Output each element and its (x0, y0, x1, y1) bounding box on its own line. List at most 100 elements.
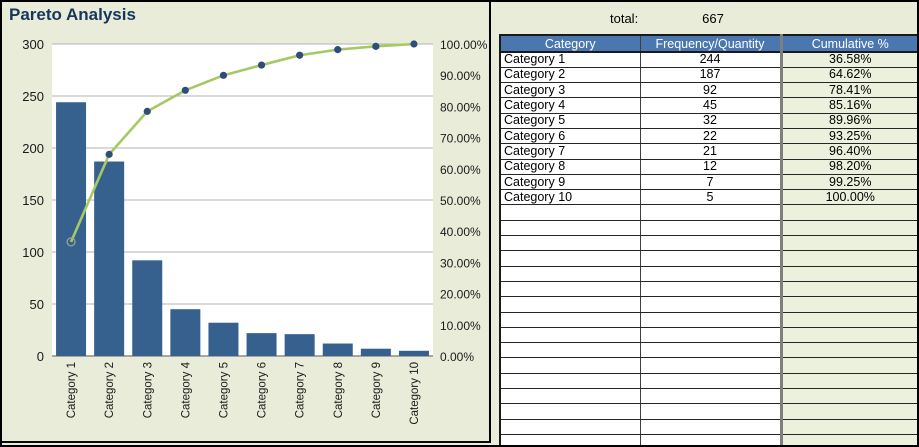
cell-frequency[interactable] (640, 388, 783, 405)
x-axis-category-label: Category 8 (333, 362, 345, 418)
cell-category[interactable] (500, 357, 641, 374)
cell-frequency[interactable] (640, 266, 783, 282)
pareto-bar (132, 260, 163, 356)
cell-cumulative[interactable]: 85.16% (781, 97, 917, 114)
cell-cumulative[interactable] (781, 403, 917, 420)
cell-frequency[interactable]: 5 (640, 189, 783, 206)
cell-frequency[interactable] (640, 357, 783, 374)
header-cell-frequency[interactable]: Frequency/Quantity (640, 35, 783, 53)
cell-cumulative[interactable] (781, 266, 917, 282)
cell-category[interactable]: Category 9 (500, 174, 641, 191)
cumulative-point (105, 150, 113, 158)
table-row (500, 419, 917, 435)
cell-cumulative[interactable]: 96.40% (781, 143, 917, 160)
cell-category[interactable] (500, 419, 641, 435)
cell-category[interactable]: Category 10 (500, 189, 641, 206)
cell-frequency[interactable]: 22 (640, 128, 783, 145)
cell-frequency[interactable]: 7 (640, 174, 783, 191)
x-axis-category-label: Category 2 (104, 362, 116, 418)
cell-category[interactable]: Category 6 (500, 128, 641, 145)
cell-category[interactable] (500, 235, 641, 252)
cell-frequency[interactable] (640, 342, 783, 359)
cell-frequency[interactable]: 32 (640, 113, 783, 129)
cell-cumulative[interactable]: 93.25% (781, 128, 917, 145)
x-axis-category-label: Category 1 (66, 362, 78, 418)
cell-frequency[interactable] (640, 312, 783, 328)
cell-category[interactable]: Category 4 (500, 97, 641, 114)
cell-frequency[interactable] (640, 373, 783, 390)
table-row (500, 204, 917, 221)
cell-category[interactable] (500, 266, 641, 282)
cell-cumulative[interactable] (781, 373, 917, 390)
header-cell-cumulative[interactable]: Cumulative % (781, 35, 917, 53)
cell-cumulative[interactable]: 99.25% (781, 174, 917, 191)
cell-category[interactable] (500, 220, 641, 237)
cell-frequency[interactable]: 12 (640, 159, 783, 175)
cell-cumulative[interactable] (781, 327, 917, 344)
cell-category[interactable]: Category 8 (500, 159, 641, 175)
cell-category[interactable]: Category 3 (500, 82, 641, 99)
cell-category[interactable] (500, 327, 641, 344)
cell-frequency[interactable] (640, 204, 783, 221)
cell-frequency[interactable] (640, 296, 783, 313)
total-value-cell[interactable]: 667 (702, 11, 724, 26)
cell-cumulative[interactable]: 64.62% (781, 67, 917, 84)
cell-category[interactable] (500, 342, 641, 359)
cell-cumulative[interactable] (781, 235, 917, 252)
cell-frequency[interactable] (640, 235, 783, 252)
cell-category[interactable] (500, 373, 641, 390)
cell-cumulative[interactable] (781, 357, 917, 374)
cell-category[interactable]: Category 7 (500, 143, 641, 160)
cell-frequency[interactable]: 92 (640, 82, 783, 99)
cell-category[interactable] (500, 281, 641, 298)
cell-frequency[interactable]: 21 (640, 143, 783, 160)
cell-cumulative[interactable] (781, 296, 917, 313)
cell-category[interactable] (500, 296, 641, 313)
header-cell-category[interactable]: Category (500, 35, 641, 53)
table-row (500, 373, 917, 390)
cell-cumulative[interactable]: 78.41% (781, 82, 917, 99)
cell-frequency[interactable]: 187 (640, 67, 783, 84)
cell-frequency[interactable] (640, 403, 783, 420)
cumulative-point (296, 51, 304, 59)
cell-category[interactable] (500, 388, 641, 405)
cell-frequency[interactable] (640, 327, 783, 344)
cell-category[interactable] (500, 403, 641, 420)
cell-category[interactable]: Category 1 (500, 52, 641, 68)
x-axis-category-label: Category 4 (180, 361, 192, 418)
cell-cumulative[interactable] (781, 281, 917, 298)
cell-cumulative[interactable] (781, 434, 917, 445)
cell-cumulative[interactable] (781, 419, 917, 435)
left-axis-tick-label: 50 (30, 297, 44, 312)
cell-cumulative[interactable]: 36.58% (781, 52, 917, 68)
cell-cumulative[interactable]: 89.96% (781, 113, 917, 129)
cell-cumulative[interactable] (781, 220, 917, 237)
cell-cumulative[interactable] (781, 204, 917, 221)
cell-frequency[interactable]: 45 (640, 97, 783, 114)
cell-category[interactable] (500, 312, 641, 328)
cell-frequency[interactable] (640, 419, 783, 435)
cell-frequency[interactable] (640, 220, 783, 237)
cell-category[interactable]: Category 5 (500, 113, 641, 129)
x-axis-category-label: Category 7 (295, 362, 307, 418)
cell-category[interactable] (500, 250, 641, 267)
cell-cumulative[interactable]: 98.20% (781, 159, 917, 175)
cell-category[interactable] (500, 434, 641, 445)
cell-frequency[interactable]: 244 (640, 52, 783, 68)
cell-frequency[interactable] (640, 434, 783, 445)
cell-frequency[interactable] (640, 281, 783, 298)
cell-cumulative[interactable] (781, 342, 917, 359)
table-row (500, 220, 917, 237)
total-label-cell[interactable]: total: (610, 11, 639, 26)
cell-cumulative[interactable] (781, 312, 917, 328)
cumulative-point (181, 86, 189, 94)
cell-cumulative[interactable] (781, 250, 917, 267)
cell-cumulative[interactable] (781, 388, 917, 405)
x-axis-category-label: Category 6 (257, 362, 269, 418)
cell-category[interactable] (500, 204, 641, 221)
cell-category[interactable]: Category 2 (500, 67, 641, 84)
left-axis-tick-label: 150 (22, 193, 44, 208)
pareto-chart-panel[interactable]: Pareto Analysis 0 50 100 150 200 250 300 0.00% 1… (2, 2, 491, 443)
cell-cumulative[interactable]: 100.00% (781, 189, 917, 206)
cell-frequency[interactable] (640, 250, 783, 267)
